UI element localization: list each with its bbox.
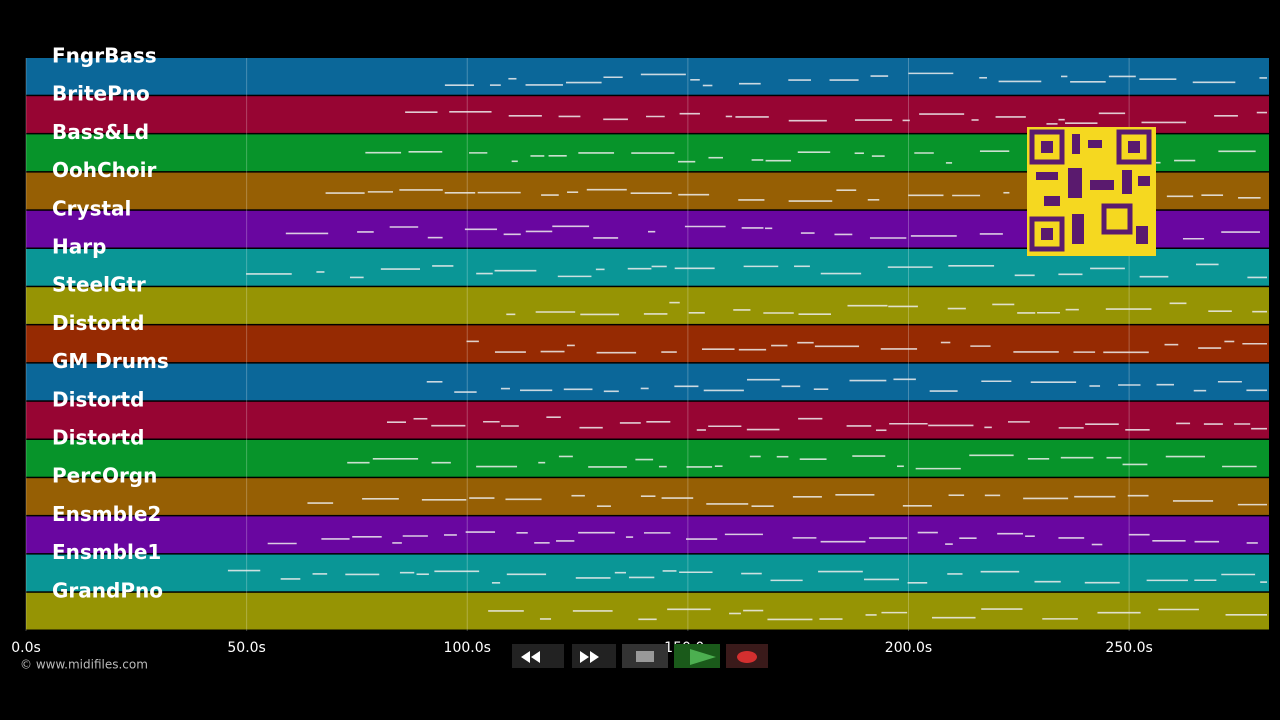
track-name: Bass&Ld: [52, 120, 149, 144]
x-tick-label: 100.0s: [444, 640, 491, 656]
track-name: OohChoir: [52, 158, 156, 182]
play-icon: [690, 649, 716, 665]
x-tick-label: 200.0s: [885, 640, 932, 656]
track-name: SteelGtr: [52, 273, 146, 297]
track-band: [26, 363, 1269, 401]
track-name: FngrBass: [52, 44, 157, 68]
track-name: Crystal: [52, 196, 131, 220]
x-tick-label: 0.0s: [11, 640, 41, 656]
track-name: GrandPno: [52, 578, 163, 602]
qr-code: [1027, 127, 1156, 256]
track-band: [26, 516, 1269, 554]
track-name: GM Drums: [52, 349, 169, 373]
track-band: [26, 401, 1269, 439]
transport-controls: [512, 644, 768, 668]
forward-icon: [580, 651, 599, 663]
track-band: [26, 554, 1269, 592]
track-name: PercOrgn: [52, 464, 157, 488]
track-name: Distortd: [52, 426, 144, 450]
track-band: [26, 287, 1269, 324]
track-name: Distortd: [52, 387, 144, 411]
track-band: [26, 325, 1269, 363]
x-tick-label: 50.0s: [227, 640, 265, 656]
track-name: Harp: [52, 235, 106, 259]
notes: [227, 72, 1267, 621]
copyright: © www.midifiles.com: [20, 658, 148, 672]
record-icon: [737, 651, 757, 663]
track-name: BritePno: [52, 82, 150, 106]
track-name: Ensmble2: [52, 502, 161, 526]
track-band: [26, 58, 1269, 95]
rewind-icon: [521, 651, 540, 663]
track-band: [26, 96, 1269, 133]
x-tick-label: 250.0s: [1105, 640, 1152, 656]
stop-icon: [636, 651, 654, 662]
track-name: Distortd: [52, 311, 144, 335]
track-name: Ensmble1: [52, 540, 161, 564]
track-band: [26, 592, 1269, 630]
